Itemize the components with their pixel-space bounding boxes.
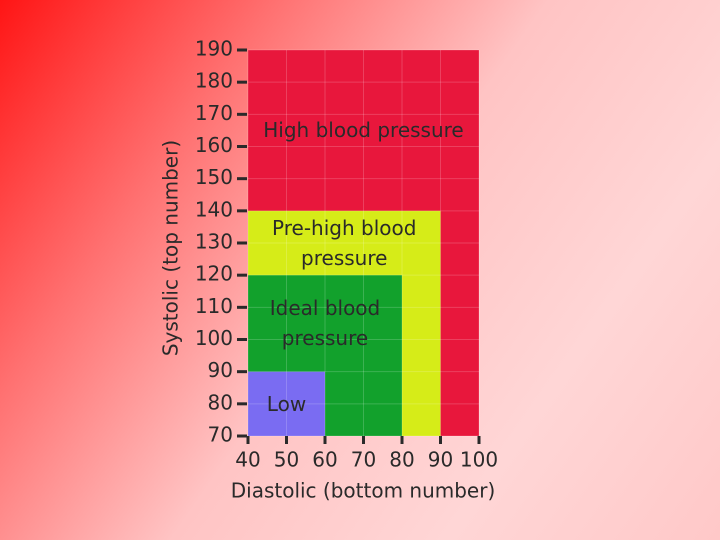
region-label: High blood pressure xyxy=(263,118,464,143)
y-tick-label: 140 xyxy=(195,197,233,221)
y-axis-label: Systolic (top number) xyxy=(159,140,183,356)
y-tick-label: 100 xyxy=(195,326,233,350)
y-tick-label: 130 xyxy=(195,230,233,254)
x-tick-label: 40 xyxy=(235,448,260,472)
y-tick-label: 80 xyxy=(208,390,233,414)
x-tick-label: 50 xyxy=(274,448,299,472)
y-tick-label: 70 xyxy=(208,423,233,447)
y-tick-label: 150 xyxy=(195,165,233,189)
y-tick-label: 180 xyxy=(195,69,233,93)
y-tick-label: 90 xyxy=(208,358,233,382)
x-tick-label: 80 xyxy=(389,448,414,472)
x-tick-label: 70 xyxy=(351,448,376,472)
region-label: Ideal blood pressure xyxy=(269,296,381,351)
y-tick-label: 160 xyxy=(195,133,233,157)
region-label: Pre-high blood pressure xyxy=(272,215,417,270)
y-tick-label: 170 xyxy=(195,101,233,125)
x-axis-label: Diastolic (bottom number) xyxy=(231,479,496,503)
y-tick-label: 190 xyxy=(195,37,233,61)
x-tick-label: 90 xyxy=(428,448,453,472)
region xyxy=(248,371,325,436)
y-tick-label: 120 xyxy=(195,262,233,286)
x-tick-label: 100 xyxy=(460,448,498,472)
x-tick-label: 60 xyxy=(312,448,337,472)
y-tick-label: 110 xyxy=(195,294,233,318)
region-label: Low xyxy=(266,391,307,416)
